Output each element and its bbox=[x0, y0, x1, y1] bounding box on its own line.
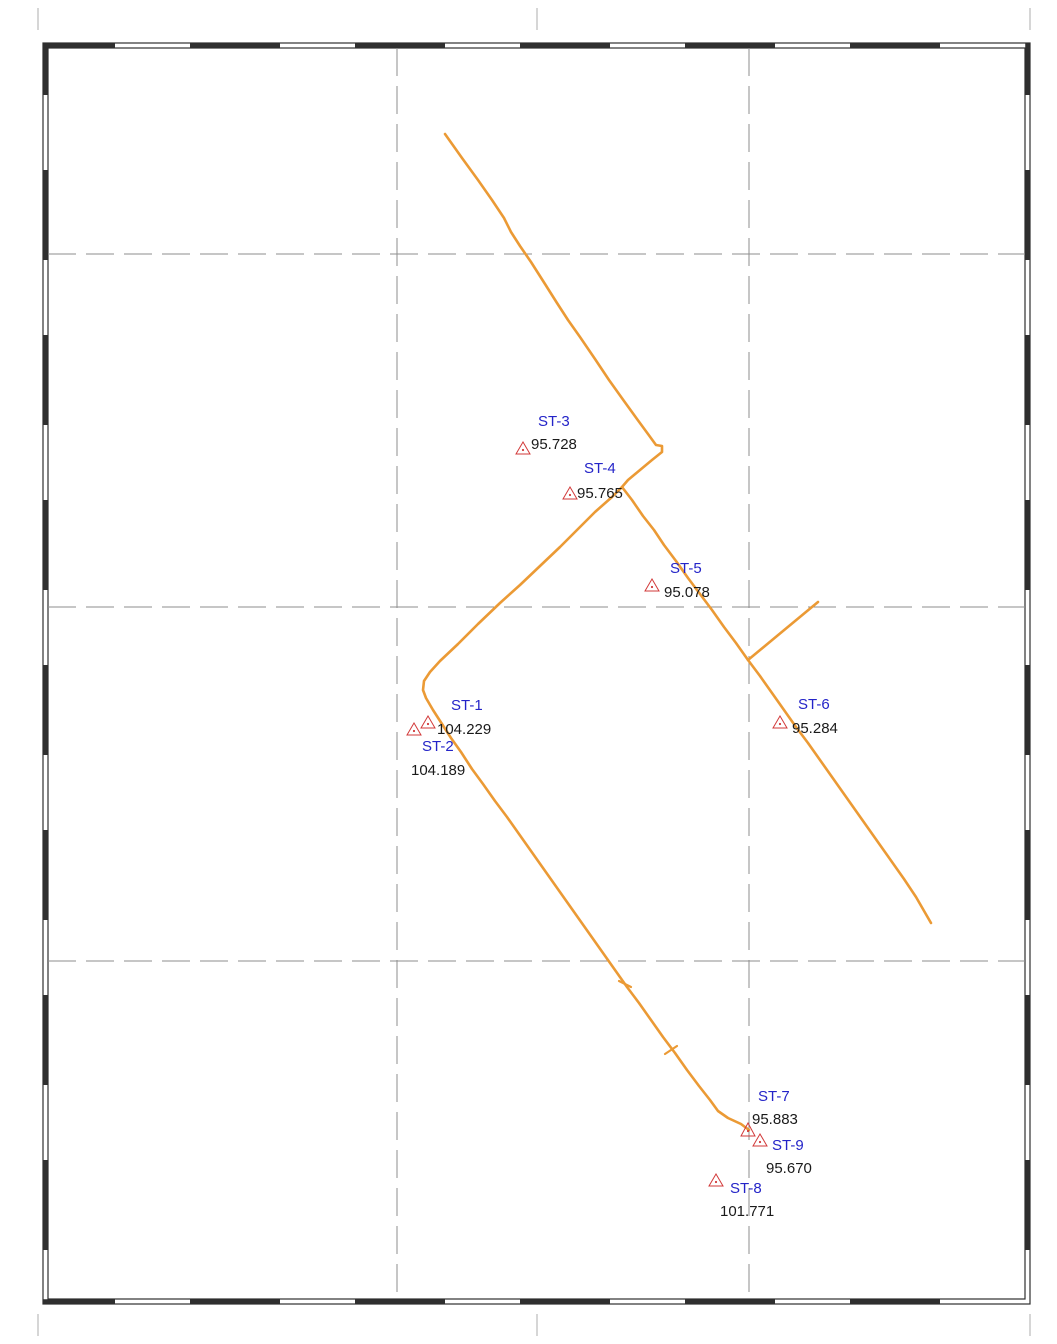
station-st-5[interactable]: ST-5 95.078 bbox=[644, 560, 710, 601]
route-tick-2 bbox=[663, 1044, 679, 1056]
station-marker-icon bbox=[406, 722, 422, 736]
station-elevation: 104.229 bbox=[437, 721, 491, 738]
station-name: ST-1 bbox=[451, 697, 483, 714]
station-marker-icon bbox=[708, 1173, 724, 1187]
station-st-4[interactable]: ST-4 95.765 bbox=[562, 460, 623, 502]
station-st-6[interactable]: ST-6 95.284 bbox=[772, 696, 838, 737]
station-point bbox=[426, 722, 430, 726]
route-main-line bbox=[421, 132, 751, 1132]
station-marker-icon bbox=[420, 715, 436, 729]
station-name: ST-4 bbox=[584, 460, 616, 477]
station-marker-icon bbox=[740, 1121, 756, 1137]
station-point bbox=[412, 729, 416, 733]
station-elevation: 104.189 bbox=[411, 762, 465, 779]
station-marker-icon bbox=[772, 715, 788, 729]
station-point bbox=[650, 585, 654, 589]
station-marker-icon bbox=[515, 441, 531, 455]
station-point bbox=[778, 722, 782, 726]
station-elevation: 95.284 bbox=[792, 720, 838, 737]
station-name: ST-7 bbox=[758, 1088, 790, 1105]
station-name: ST-5 bbox=[670, 560, 702, 577]
station-elevation: 101.771 bbox=[720, 1203, 774, 1220]
frame-margin-ticks bbox=[37, 8, 1031, 1336]
station-st-8[interactable]: ST-8 101.771 bbox=[708, 1173, 774, 1220]
station-name: ST-9 bbox=[772, 1137, 804, 1154]
station-name: ST-8 bbox=[730, 1180, 762, 1197]
station-name: ST-6 bbox=[798, 696, 830, 713]
route-branch-east bbox=[620, 485, 933, 925]
station-elevation: 95.728 bbox=[531, 436, 577, 453]
station-elevation: 95.765 bbox=[577, 485, 623, 502]
map-grid bbox=[48, 48, 1025, 1299]
station-st-9[interactable]: ST-9 95.670 bbox=[752, 1133, 812, 1177]
station-point bbox=[758, 1140, 762, 1144]
station-st-1[interactable]: ST-1 104.229 bbox=[420, 697, 491, 738]
survey-stations: ST-1 104.229 ST-2 104.189 ST-3 95.728 ST… bbox=[406, 413, 838, 1220]
station-name: ST-3 bbox=[538, 413, 570, 430]
station-point bbox=[521, 448, 525, 452]
station-point bbox=[568, 493, 572, 497]
frame-graduation bbox=[43, 43, 1030, 1304]
station-marker-icon bbox=[644, 578, 660, 592]
station-point bbox=[714, 1180, 718, 1184]
station-elevation: 95.670 bbox=[766, 1160, 812, 1177]
station-elevation: 95.078 bbox=[664, 584, 710, 601]
station-elevation: 95.883 bbox=[752, 1111, 798, 1128]
station-st-3[interactable]: ST-3 95.728 bbox=[515, 413, 577, 455]
map-frame bbox=[37, 8, 1031, 1336]
station-marker-icon bbox=[752, 1133, 768, 1147]
station-st-2[interactable]: ST-2 104.189 bbox=[406, 722, 465, 779]
station-name: ST-2 bbox=[422, 738, 454, 755]
station-point bbox=[746, 1129, 750, 1133]
route-spur-northeast bbox=[746, 600, 820, 662]
pipeline-route bbox=[421, 132, 933, 1132]
station-st-7[interactable]: ST-7 95.883 bbox=[740, 1088, 798, 1137]
station-marker-icon bbox=[562, 486, 578, 500]
route-tick-1 bbox=[617, 979, 633, 989]
